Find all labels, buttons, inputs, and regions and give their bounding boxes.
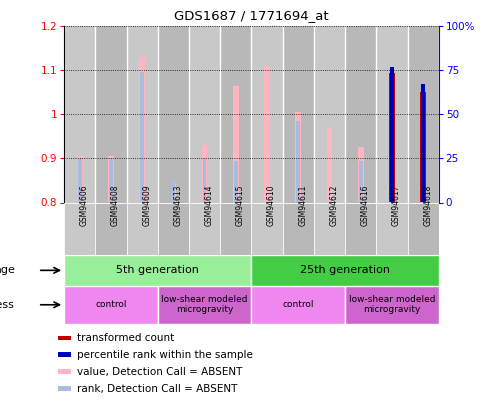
Text: percentile rank within the sample: percentile rank within the sample <box>77 350 253 360</box>
Bar <box>58 369 71 374</box>
Bar <box>203 158 207 202</box>
Bar <box>77 156 82 202</box>
Text: GSM94615: GSM94615 <box>236 184 245 226</box>
Text: stress: stress <box>0 300 15 310</box>
Bar <box>314 26 345 202</box>
Bar <box>189 202 220 255</box>
Bar <box>327 128 332 202</box>
Text: GSM94616: GSM94616 <box>361 184 370 226</box>
Text: GSM94618: GSM94618 <box>423 184 432 226</box>
Bar <box>282 26 314 202</box>
Text: control: control <box>282 300 314 309</box>
Bar <box>158 26 189 202</box>
Bar <box>64 255 251 286</box>
Bar <box>171 183 176 202</box>
Bar <box>251 255 439 286</box>
Text: GSM94617: GSM94617 <box>392 184 401 226</box>
Bar <box>345 286 439 324</box>
Bar <box>108 156 114 202</box>
Bar <box>421 92 426 202</box>
Text: GSM94611: GSM94611 <box>298 184 307 226</box>
Bar <box>64 26 95 202</box>
Text: GSM94612: GSM94612 <box>329 184 339 226</box>
Bar <box>64 286 158 324</box>
Bar <box>202 145 208 202</box>
Bar <box>296 122 300 202</box>
Bar <box>234 161 238 202</box>
Bar <box>408 202 439 255</box>
Text: GSM94609: GSM94609 <box>142 184 151 226</box>
Bar <box>58 352 71 357</box>
Bar <box>172 179 175 202</box>
Bar <box>345 202 376 255</box>
Bar <box>58 335 71 340</box>
Text: GSM94613: GSM94613 <box>174 184 182 226</box>
Bar <box>141 72 144 202</box>
Text: low-shear modeled
microgravity: low-shear modeled microgravity <box>349 295 435 314</box>
Bar <box>189 26 220 202</box>
Bar <box>220 202 251 255</box>
Bar <box>109 158 113 202</box>
Text: GSM94610: GSM94610 <box>267 184 276 226</box>
Text: GSM94614: GSM94614 <box>205 184 213 226</box>
Bar <box>295 112 301 202</box>
Bar <box>95 26 127 202</box>
Bar <box>345 26 376 202</box>
Bar <box>127 26 158 202</box>
Bar <box>251 286 345 324</box>
Bar <box>376 26 408 202</box>
Bar <box>389 72 395 202</box>
Bar <box>251 202 282 255</box>
Text: age: age <box>0 265 15 275</box>
Bar <box>64 202 95 255</box>
Text: control: control <box>95 300 127 309</box>
Bar <box>408 26 439 202</box>
Bar <box>95 202 127 255</box>
Bar <box>220 26 251 202</box>
Title: GDS1687 / 1771694_at: GDS1687 / 1771694_at <box>174 9 329 22</box>
Bar <box>264 66 270 202</box>
Bar <box>233 86 239 202</box>
Text: low-shear modeled
microgravity: low-shear modeled microgravity <box>161 295 248 314</box>
Text: 5th generation: 5th generation <box>116 265 199 275</box>
Text: GSM94608: GSM94608 <box>111 184 120 226</box>
Bar <box>359 161 362 202</box>
Bar <box>140 57 145 202</box>
Bar <box>282 202 314 255</box>
Bar <box>422 85 425 202</box>
Bar <box>390 67 394 202</box>
Text: rank, Detection Call = ABSENT: rank, Detection Call = ABSENT <box>77 384 238 394</box>
Bar <box>158 286 251 324</box>
Bar <box>358 147 363 202</box>
Text: value, Detection Call = ABSENT: value, Detection Call = ABSENT <box>77 367 243 377</box>
Bar <box>314 202 345 255</box>
Text: GSM94606: GSM94606 <box>80 184 89 226</box>
Bar <box>78 158 81 202</box>
Bar <box>376 202 408 255</box>
Bar <box>58 386 71 391</box>
Text: 25th generation: 25th generation <box>300 265 390 275</box>
Text: transformed count: transformed count <box>77 333 175 343</box>
Bar <box>127 202 158 255</box>
Bar <box>251 26 282 202</box>
Bar <box>158 202 189 255</box>
